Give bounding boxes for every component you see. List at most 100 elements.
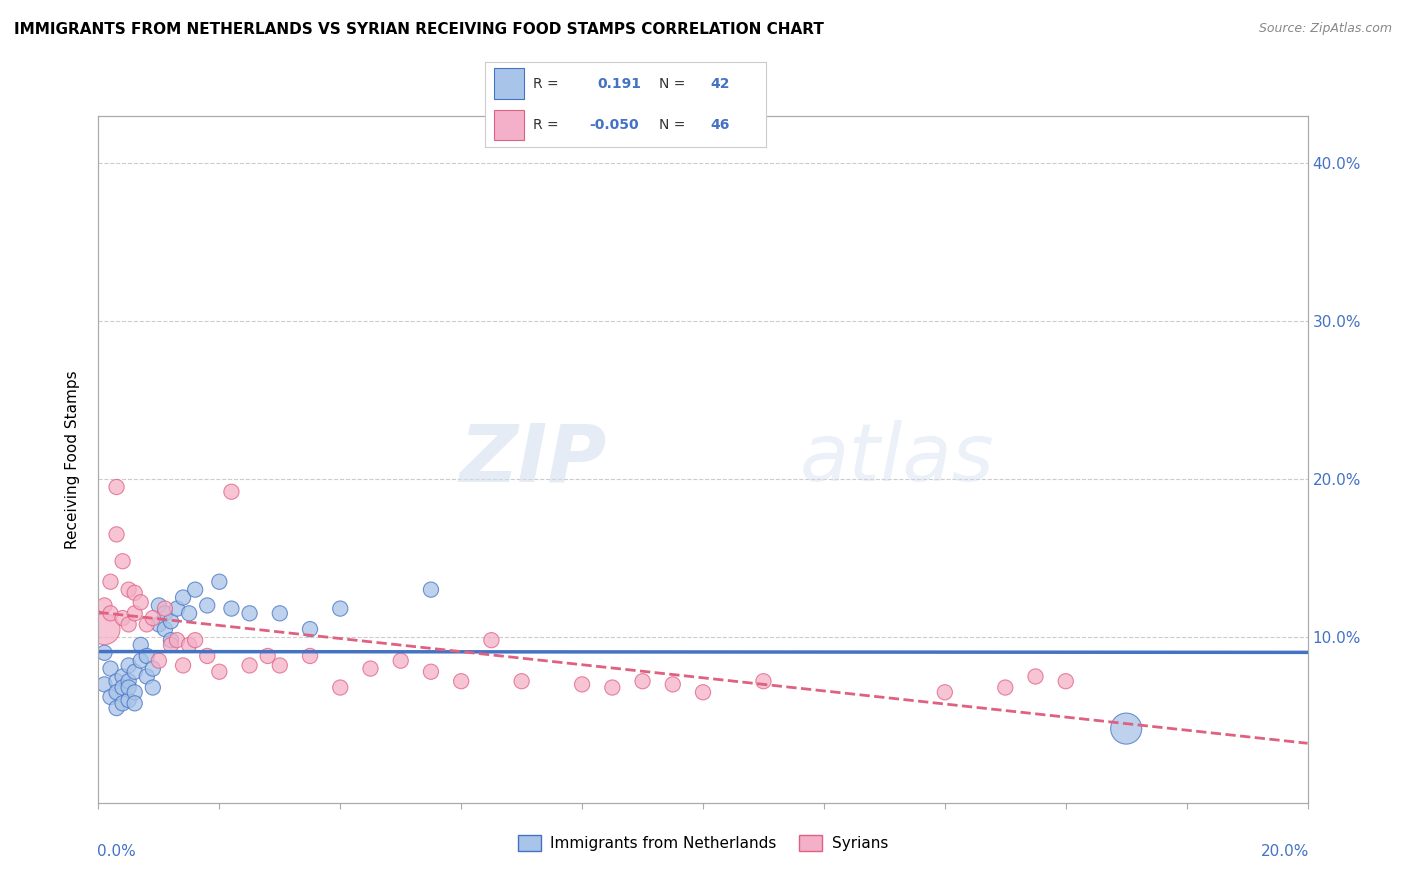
- Text: atlas: atlas: [800, 420, 994, 499]
- Point: [1024, 669, 1046, 683]
- Text: ZIP: ZIP: [458, 420, 606, 499]
- Point: [179, 607, 201, 621]
- Point: [153, 607, 176, 621]
- Point: [148, 617, 170, 632]
- Point: [1115, 722, 1137, 736]
- Point: [389, 654, 412, 668]
- Point: [160, 638, 183, 652]
- Point: [105, 480, 128, 494]
- Point: [118, 582, 141, 597]
- Point: [111, 681, 134, 695]
- Point: [129, 654, 152, 668]
- Point: [153, 622, 176, 636]
- Point: [329, 681, 352, 695]
- Point: [93, 622, 115, 636]
- Point: [195, 648, 218, 663]
- Point: [299, 622, 322, 636]
- Text: 0.191: 0.191: [598, 77, 641, 91]
- Point: [602, 681, 624, 695]
- Point: [166, 633, 188, 648]
- Bar: [494, 110, 524, 140]
- Point: [420, 582, 443, 597]
- Text: Source: ZipAtlas.com: Source: ZipAtlas.com: [1258, 22, 1392, 36]
- Text: 20.0%: 20.0%: [1260, 844, 1309, 859]
- Text: -0.050: -0.050: [589, 118, 638, 132]
- Point: [142, 662, 165, 676]
- Point: [153, 601, 176, 615]
- Point: [160, 614, 183, 628]
- Point: [195, 599, 218, 613]
- Point: [510, 674, 533, 689]
- Point: [166, 601, 188, 615]
- Point: [239, 607, 262, 621]
- Point: [135, 669, 157, 683]
- Point: [256, 648, 278, 663]
- Point: [105, 527, 128, 541]
- Text: N =: N =: [659, 77, 686, 91]
- Point: [129, 595, 152, 609]
- Point: [184, 582, 207, 597]
- Point: [148, 654, 170, 668]
- Point: [269, 658, 291, 673]
- Point: [994, 681, 1017, 695]
- Point: [934, 685, 956, 699]
- Point: [93, 599, 115, 613]
- Point: [100, 662, 122, 676]
- Point: [221, 484, 243, 499]
- Point: [111, 554, 134, 568]
- Point: [118, 617, 141, 632]
- Point: [142, 681, 165, 695]
- Point: [135, 648, 157, 663]
- Point: [661, 677, 683, 691]
- Point: [111, 611, 134, 625]
- Point: [135, 617, 157, 632]
- Point: [571, 677, 593, 691]
- Point: [1054, 674, 1077, 689]
- Point: [118, 674, 141, 689]
- Point: [420, 665, 443, 679]
- Point: [221, 601, 243, 615]
- Point: [118, 658, 141, 673]
- Point: [148, 599, 170, 613]
- Point: [208, 665, 231, 679]
- Bar: [494, 69, 524, 99]
- Point: [752, 674, 775, 689]
- Point: [124, 607, 146, 621]
- Point: [450, 674, 472, 689]
- Point: [269, 607, 291, 621]
- Point: [124, 685, 146, 699]
- Point: [100, 690, 122, 704]
- Point: [93, 677, 115, 691]
- Legend: Immigrants from Netherlands, Syrians: Immigrants from Netherlands, Syrians: [512, 829, 894, 857]
- Point: [129, 638, 152, 652]
- Point: [179, 638, 201, 652]
- Point: [184, 633, 207, 648]
- Point: [105, 674, 128, 689]
- Text: N =: N =: [659, 118, 686, 132]
- Text: R =: R =: [533, 118, 558, 132]
- Point: [299, 648, 322, 663]
- Text: IMMIGRANTS FROM NETHERLANDS VS SYRIAN RECEIVING FOOD STAMPS CORRELATION CHART: IMMIGRANTS FROM NETHERLANDS VS SYRIAN RE…: [14, 22, 824, 37]
- Point: [124, 586, 146, 600]
- Point: [111, 696, 134, 710]
- Point: [172, 591, 194, 605]
- Text: R =: R =: [533, 77, 558, 91]
- Point: [172, 658, 194, 673]
- Point: [631, 674, 654, 689]
- Point: [360, 662, 382, 676]
- Point: [329, 601, 352, 615]
- Text: 46: 46: [710, 118, 730, 132]
- Point: [105, 701, 128, 715]
- Point: [93, 646, 115, 660]
- Text: 0.0%: 0.0%: [97, 844, 136, 859]
- Point: [124, 665, 146, 679]
- Point: [105, 685, 128, 699]
- Point: [208, 574, 231, 589]
- Point: [481, 633, 503, 648]
- Point: [100, 574, 122, 589]
- Point: [124, 696, 146, 710]
- Text: 42: 42: [710, 77, 730, 91]
- Y-axis label: Receiving Food Stamps: Receiving Food Stamps: [65, 370, 80, 549]
- Point: [239, 658, 262, 673]
- Point: [118, 681, 141, 695]
